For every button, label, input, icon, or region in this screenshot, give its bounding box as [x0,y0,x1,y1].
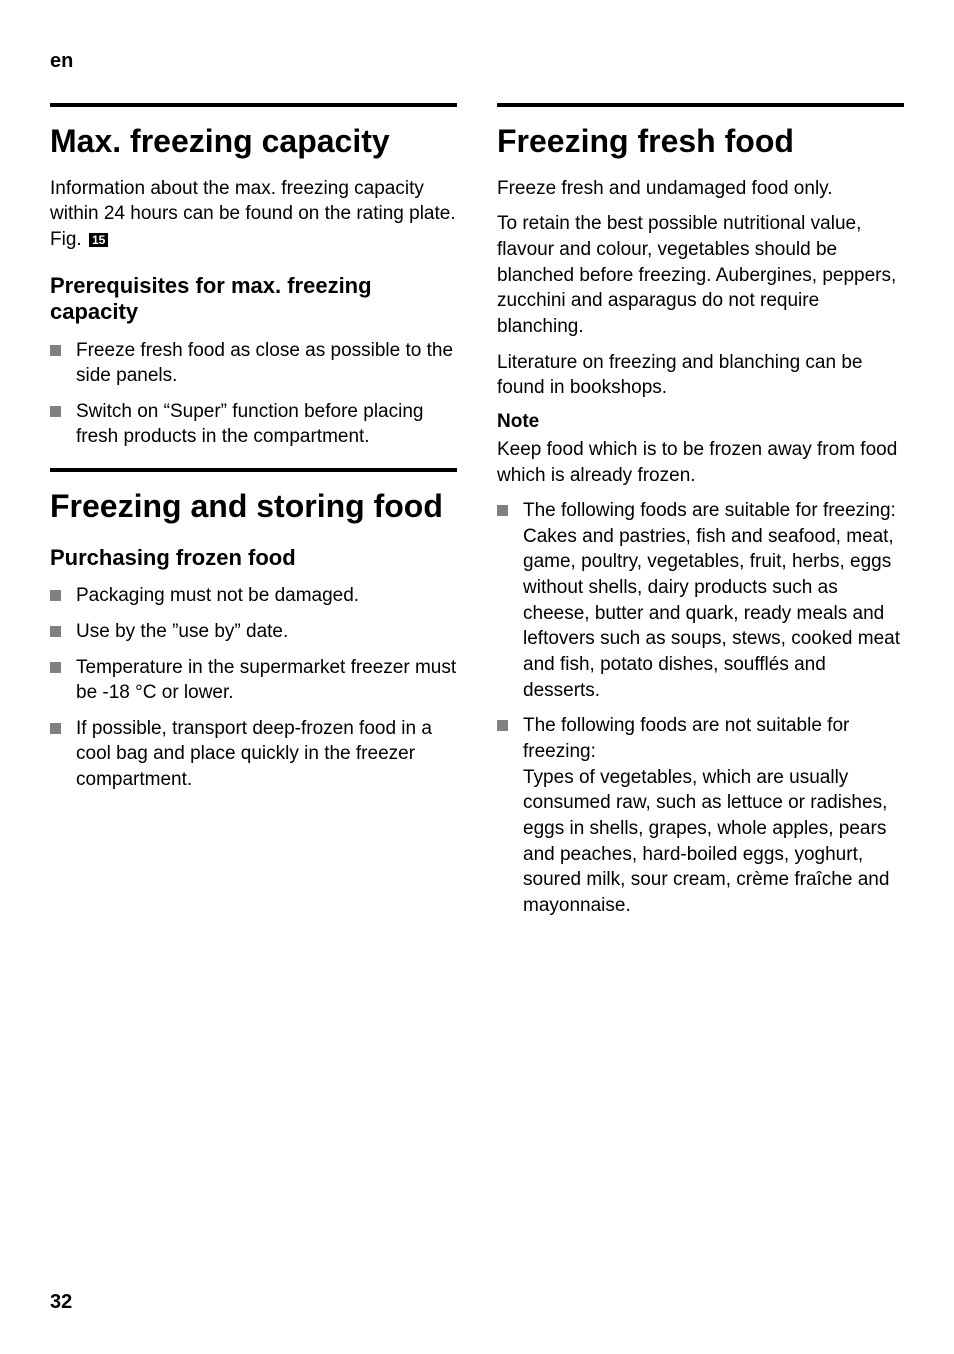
note-label: Note [497,411,904,433]
figure-reference-icon: 15 [89,233,108,247]
list-item: Temperature in the supermarket freezer m… [50,655,457,706]
section-title-freezing-fresh: Freezing fresh food [497,123,904,160]
body-paragraph: To retain the best possible nutritional … [497,211,904,339]
list-item: Use by the ”use by” date. [50,619,457,645]
section-divider [50,103,457,107]
body-paragraph: Freeze fresh and undamaged food only. [497,176,904,202]
language-indicator: en [50,50,904,73]
section-title-max-freezing: Max. freezing capacity [50,123,457,160]
max-freezing-intro: Information about the max. freezing capa… [50,176,457,253]
subheading-prerequisites: Prerequisites for max. freezing capacity [50,273,457,326]
list-item: Freeze fresh food as close as possible t… [50,338,457,389]
body-paragraph: Literature on freezing and blanching can… [497,350,904,401]
content-columns: Max. freezing capacity Information about… [50,103,904,928]
left-column: Max. freezing capacity Information about… [50,103,457,928]
list-item: If possible, transport deep-frozen food … [50,716,457,793]
section-divider [497,103,904,107]
section-divider [50,468,457,472]
intro-text: Information about the max. freezing capa… [50,178,456,250]
prerequisites-list: Freeze fresh food as close as possible t… [50,338,457,451]
freezing-suitability-list: The following foods are suitable for fre… [497,498,904,918]
note-text: Keep food which is to be frozen away fro… [497,437,904,488]
list-item: Switch on “Super” function before placin… [50,399,457,450]
right-column: Freezing fresh food Freeze fresh and und… [497,103,904,928]
section-title-freezing-storing: Freezing and storing food [50,488,457,525]
subheading-purchasing: Purchasing frozen food [50,545,457,571]
list-item: The following foods are suitable for fre… [497,498,904,703]
page-number: 32 [50,1291,72,1314]
purchasing-list: Packaging must not be damaged. Use by th… [50,583,457,792]
list-item: The following foods are not suitable for… [497,713,904,918]
list-item: Packaging must not be damaged. [50,583,457,609]
